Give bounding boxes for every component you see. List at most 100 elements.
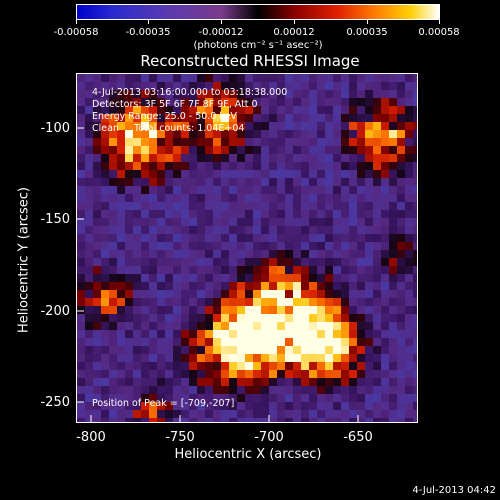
image-pixel	[373, 314, 381, 322]
image-pixel	[269, 258, 277, 266]
image-pixel	[341, 322, 349, 330]
image-pixel	[149, 402, 157, 410]
image-pixel	[125, 242, 133, 250]
image-pixel	[301, 146, 309, 154]
image-pixel	[301, 346, 309, 354]
image-pixel	[341, 274, 349, 282]
image-pixel	[389, 242, 397, 250]
image-pixel	[365, 170, 373, 178]
image-pixel	[253, 194, 261, 202]
image-pixel	[85, 274, 93, 282]
image-pixel	[221, 178, 229, 186]
image-pixel	[133, 362, 141, 370]
image-pixel	[365, 282, 373, 290]
image-pixel	[373, 418, 381, 422]
image-pixel	[117, 186, 125, 194]
image-pixel	[293, 90, 301, 98]
image-pixel	[229, 210, 237, 218]
image-pixel	[133, 162, 141, 170]
image-pixel	[269, 106, 277, 114]
image-pixel	[333, 418, 341, 422]
image-pixel	[285, 402, 293, 410]
image-pixel	[237, 130, 245, 138]
image-pixel	[229, 202, 237, 210]
image-pixel	[285, 218, 293, 226]
image-pixel	[261, 298, 269, 306]
image-pixel	[221, 378, 229, 386]
image-pixel	[405, 74, 413, 82]
image-pixel	[413, 202, 417, 210]
image-pixel	[293, 394, 301, 402]
image-pixel	[333, 402, 341, 410]
image-pixel	[381, 346, 389, 354]
image-pixel	[397, 386, 405, 394]
image-pixel	[373, 138, 381, 146]
image-pixel	[237, 226, 245, 234]
image-pixel	[237, 178, 245, 186]
image-pixel	[165, 210, 173, 218]
image-pixel	[133, 394, 141, 402]
image-pixel	[117, 130, 125, 138]
image-pixel	[365, 258, 373, 266]
image-pixel	[205, 170, 213, 178]
image-pixel	[213, 82, 221, 90]
image-pixel	[157, 194, 165, 202]
image-pixel	[245, 338, 253, 346]
image-pixel	[221, 266, 229, 274]
image-pixel	[301, 402, 309, 410]
image-pixel	[245, 354, 253, 362]
image-pixel	[205, 194, 213, 202]
image-pixel	[245, 210, 253, 218]
image-pixel	[125, 218, 133, 226]
image-pixel	[189, 298, 197, 306]
image-pixel	[309, 194, 317, 202]
image-pixel	[301, 74, 309, 82]
colorbar-tick-label: 0.00035	[346, 27, 388, 38]
image-pixel	[165, 154, 173, 162]
image-pixel	[149, 106, 157, 114]
image-pixel	[237, 266, 245, 274]
image-pixel	[125, 362, 133, 370]
image-pixel	[397, 130, 405, 138]
image-pixel	[181, 138, 189, 146]
image-pixel	[229, 218, 237, 226]
image-pixel	[365, 234, 373, 242]
image-pixel	[413, 298, 417, 306]
image-pixel	[269, 322, 277, 330]
image-pixel	[117, 250, 125, 258]
image-pixel	[77, 138, 85, 146]
image-pixel	[381, 250, 389, 258]
image-pixel	[293, 82, 301, 90]
image-pixel	[349, 266, 357, 274]
image-pixel	[93, 386, 101, 394]
image-pixel	[173, 74, 181, 82]
image-pixel	[373, 234, 381, 242]
image-pixel	[413, 74, 417, 82]
image-pixel	[285, 370, 293, 378]
image-pixel	[197, 418, 205, 422]
image-pixel	[389, 378, 397, 386]
image-pixel	[109, 394, 117, 402]
image-pixel	[205, 218, 213, 226]
image-pixel	[349, 306, 357, 314]
image-pixel	[397, 282, 405, 290]
image-pixel	[245, 258, 253, 266]
image-pixel	[237, 410, 245, 418]
image-pixel	[237, 330, 245, 338]
image-pixel	[181, 394, 189, 402]
image-pixel	[181, 218, 189, 226]
image-pixel	[261, 354, 269, 362]
image-pixel	[381, 82, 389, 90]
image-pixel	[117, 410, 125, 418]
image-pixel	[189, 162, 197, 170]
image-pixel	[117, 386, 125, 394]
image-pixel	[325, 106, 333, 114]
image-pixel	[157, 346, 165, 354]
image-pixel	[213, 346, 221, 354]
image-pixel	[197, 394, 205, 402]
image-pixel	[269, 290, 277, 298]
image-pixel	[253, 210, 261, 218]
image-pixel	[109, 250, 117, 258]
image-pixel	[93, 218, 101, 226]
image-pixel	[157, 130, 165, 138]
